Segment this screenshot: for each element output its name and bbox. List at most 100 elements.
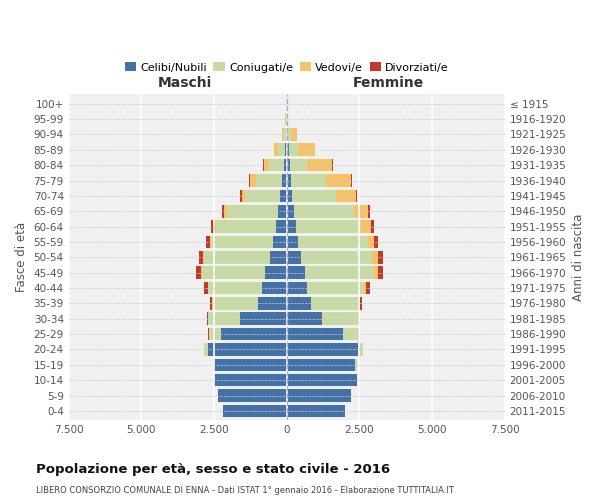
Bar (208, 312, 240, 325)
Bar (326, 174, 352, 187)
Bar (292, 190, 336, 202)
Bar (278, 144, 285, 156)
Bar (287, 328, 343, 340)
Bar (283, 128, 286, 140)
Bar (208, 343, 287, 356)
Bar (307, 282, 364, 294)
Bar (265, 266, 287, 279)
Bar (287, 282, 307, 294)
Bar (214, 374, 287, 386)
Bar (262, 282, 287, 294)
Bar (204, 343, 208, 356)
Bar (287, 190, 292, 202)
Bar (284, 159, 287, 172)
Bar (378, 251, 383, 264)
Text: LIBERO CONSORZIO COMUNALE DI ENNA - Dati ISTAT 1° gennaio 2016 - Elaborazione TU: LIBERO CONSORZIO COMUNALE DI ENNA - Dati… (36, 486, 454, 495)
Bar (286, 128, 287, 140)
Bar (287, 297, 311, 310)
Bar (209, 328, 221, 340)
Bar (287, 251, 301, 264)
Bar (240, 312, 287, 325)
Bar (250, 174, 256, 187)
Bar (374, 236, 379, 248)
Bar (368, 205, 370, 218)
Bar (214, 358, 287, 371)
Y-axis label: Anni di nascita: Anni di nascita (572, 214, 585, 301)
Bar (213, 358, 214, 371)
Bar (301, 251, 372, 264)
Bar (378, 266, 383, 279)
Bar (290, 159, 307, 172)
Bar (355, 358, 356, 371)
Bar (209, 236, 211, 248)
Bar (287, 374, 356, 386)
Bar (218, 390, 287, 402)
Bar (257, 297, 287, 310)
Bar (371, 220, 374, 233)
Bar (211, 220, 214, 233)
Bar (206, 236, 209, 248)
Bar (203, 251, 204, 264)
Bar (241, 190, 242, 202)
Bar (242, 190, 245, 202)
Bar (256, 174, 282, 187)
Bar (287, 343, 358, 356)
Bar (287, 266, 305, 279)
Y-axis label: Fasce di età: Fasce di età (15, 222, 28, 292)
Bar (291, 174, 326, 187)
Bar (211, 236, 274, 248)
Bar (208, 282, 262, 294)
Bar (353, 205, 368, 218)
Bar (361, 220, 371, 233)
Bar (359, 297, 362, 310)
Text: Maschi: Maschi (158, 76, 212, 90)
Bar (294, 205, 353, 218)
Bar (278, 205, 287, 218)
Bar (291, 128, 296, 140)
Bar (343, 328, 358, 340)
Bar (287, 113, 288, 126)
Bar (287, 220, 296, 233)
Bar (287, 205, 294, 218)
Bar (274, 236, 287, 248)
Bar (269, 251, 287, 264)
Bar (358, 312, 359, 325)
Bar (287, 159, 290, 172)
Bar (263, 159, 264, 172)
Bar (276, 220, 287, 233)
Bar (211, 297, 212, 310)
Text: Popolazione per età, sesso e stato civile - 2016: Popolazione per età, sesso e stato civil… (36, 462, 390, 475)
Text: Femmine: Femmine (353, 76, 424, 90)
Bar (287, 144, 289, 156)
Bar (216, 220, 276, 233)
Bar (372, 251, 378, 264)
Bar (227, 205, 278, 218)
Bar (287, 358, 355, 371)
Bar (368, 236, 374, 248)
Bar (202, 266, 265, 279)
Bar (274, 144, 278, 156)
Bar (289, 144, 298, 156)
Bar (269, 159, 284, 172)
Bar (364, 282, 366, 294)
Bar (287, 404, 345, 417)
Bar (305, 266, 374, 279)
Bar (223, 404, 287, 417)
Bar (264, 159, 269, 172)
Bar (288, 128, 291, 140)
Bar (281, 128, 283, 140)
Bar (212, 297, 257, 310)
Bar (298, 236, 368, 248)
Bar (311, 297, 359, 310)
Bar (307, 159, 332, 172)
Bar (336, 190, 356, 202)
Bar (366, 282, 370, 294)
Bar (298, 144, 315, 156)
Bar (224, 205, 227, 218)
Bar (221, 205, 224, 218)
Bar (287, 128, 288, 140)
Bar (199, 251, 203, 264)
Bar (356, 190, 357, 202)
Bar (358, 343, 363, 356)
Bar (287, 312, 322, 325)
